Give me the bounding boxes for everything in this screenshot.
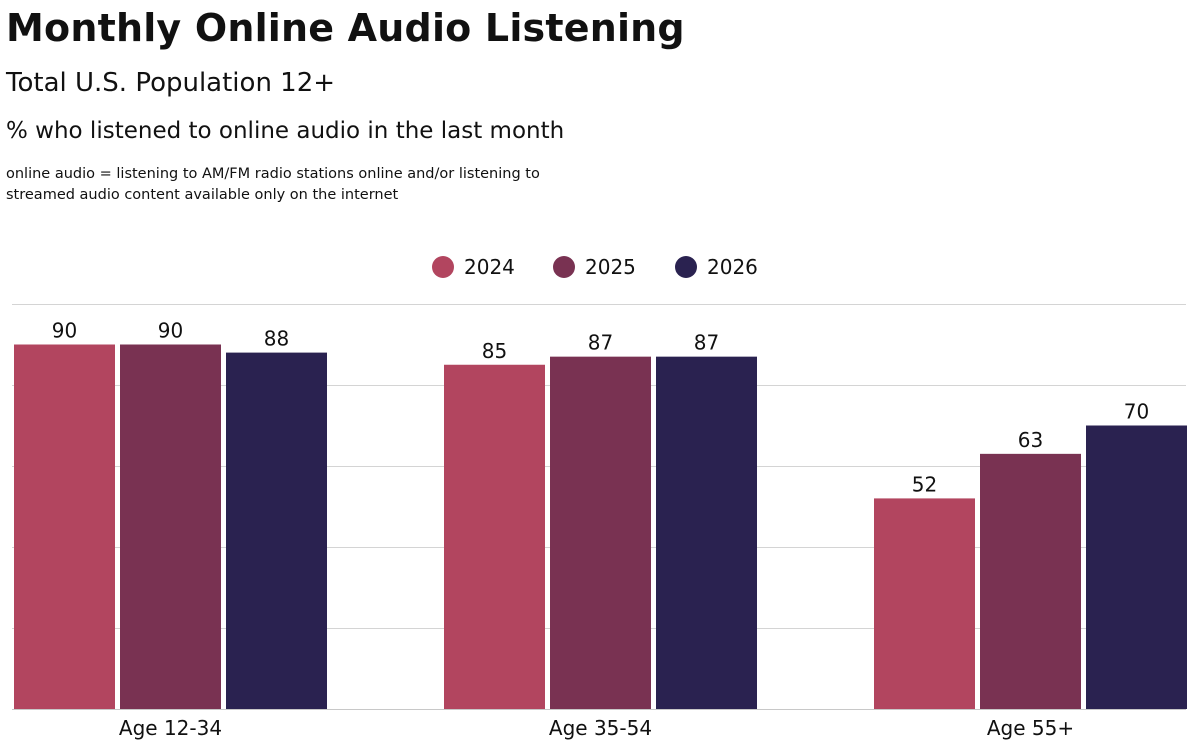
category-label: Age 55+ [987,716,1074,740]
category-label: Age 12-34 [119,716,222,740]
data-label: 90 [52,319,77,343]
chart-subtitle: Total U.S. Population 12+ [6,68,336,98]
data-label: 52 [912,472,937,496]
legend-marker [553,256,575,278]
data-label: 88 [264,327,289,351]
legend-label: 2025 [585,255,636,279]
data-label: 90 [158,319,183,343]
legend-marker [675,256,697,278]
data-label: 87 [694,331,719,355]
bar [120,344,221,709]
chart-title: Monthly Online Audio Listening [6,6,685,50]
definition-note: online audio = listening to AM/FM radio … [6,164,646,206]
legend-marker [432,256,454,278]
legend: 2024 2025 2026 [432,255,758,279]
bar [1086,425,1187,709]
bar [874,498,975,709]
bars [14,344,1187,709]
bar [656,356,757,709]
bar [550,356,651,709]
legend-label: 2024 [464,255,515,279]
category-label: Age 35-54 [549,716,652,740]
data-label: 63 [1018,428,1043,452]
data-label: 70 [1124,400,1149,424]
note-line-1: online audio = listening to AM/FM radio … [6,166,540,182]
data-label: 85 [482,339,507,363]
category-labels: Age 12-34 Age 35-54 Age 55+ [119,716,1074,740]
chart-description: % who listened to online audio in the la… [6,118,565,144]
data-label: 87 [588,331,613,355]
note-line-2: streamed audio content available only on… [6,187,399,203]
data-labels: 90 90 88 85 87 87 52 63 70 [52,319,1149,497]
bar [444,364,545,709]
bar [980,453,1081,709]
bar [226,352,327,709]
legend-label: 2026 [707,255,758,279]
bar [14,344,115,709]
